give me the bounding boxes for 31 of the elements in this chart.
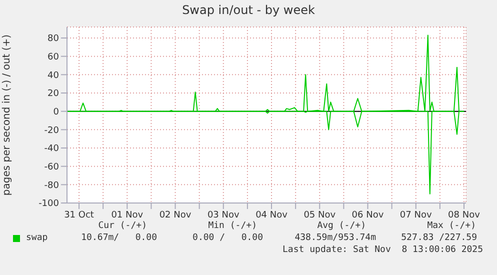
x-tick-label: 06 Nov	[352, 210, 384, 220]
y-tick-label: 80	[48, 34, 60, 44]
y-tick-label: 0	[53, 108, 60, 118]
text: 527.83 /227.59	[401, 233, 477, 243]
x-tick-label: 07 Nov	[400, 210, 432, 220]
text: 0.00 / 0.00	[192, 233, 263, 243]
chart-title: Swap in/out - by week	[181, 3, 316, 17]
text: Cur (-/+)	[98, 221, 147, 231]
x-tick-label: 02 Nov	[159, 210, 192, 220]
y-tick-label: 20	[48, 89, 60, 100]
y-tick-label: 60	[48, 52, 60, 63]
x-tick-label: 05 Nov	[304, 210, 336, 220]
x-tick-label: 31 Oct	[64, 210, 94, 220]
y-axis-title: pages per second in (-) / out (+)	[2, 34, 13, 196]
text: Max (-/+)	[427, 221, 476, 231]
legend-label: swap	[25, 233, 48, 243]
text: 438.59m/953.74m	[294, 233, 376, 243]
x-tick-label: 01 Nov	[111, 210, 144, 220]
y-tick-label: -60	[44, 162, 60, 173]
y-tick-label: -100	[38, 199, 60, 210]
y-tick-label: 40	[48, 70, 60, 81]
text: Avg (-/+)	[317, 221, 366, 231]
text: Last update: Sat Nov 8 13:00:06 2025	[282, 245, 483, 255]
y-tick-label: -20	[44, 126, 60, 136]
y-tick-label: -40	[44, 144, 60, 154]
x-tick-label: 08 Nov	[448, 210, 481, 220]
text: 10.67m/ 0.00	[81, 233, 157, 243]
x-tick-label: 04 Nov	[256, 210, 288, 220]
x-tick-label: 03 Nov	[207, 210, 240, 220]
y-tick-label: -80	[44, 180, 60, 191]
text: Min (-/+)	[208, 221, 257, 231]
